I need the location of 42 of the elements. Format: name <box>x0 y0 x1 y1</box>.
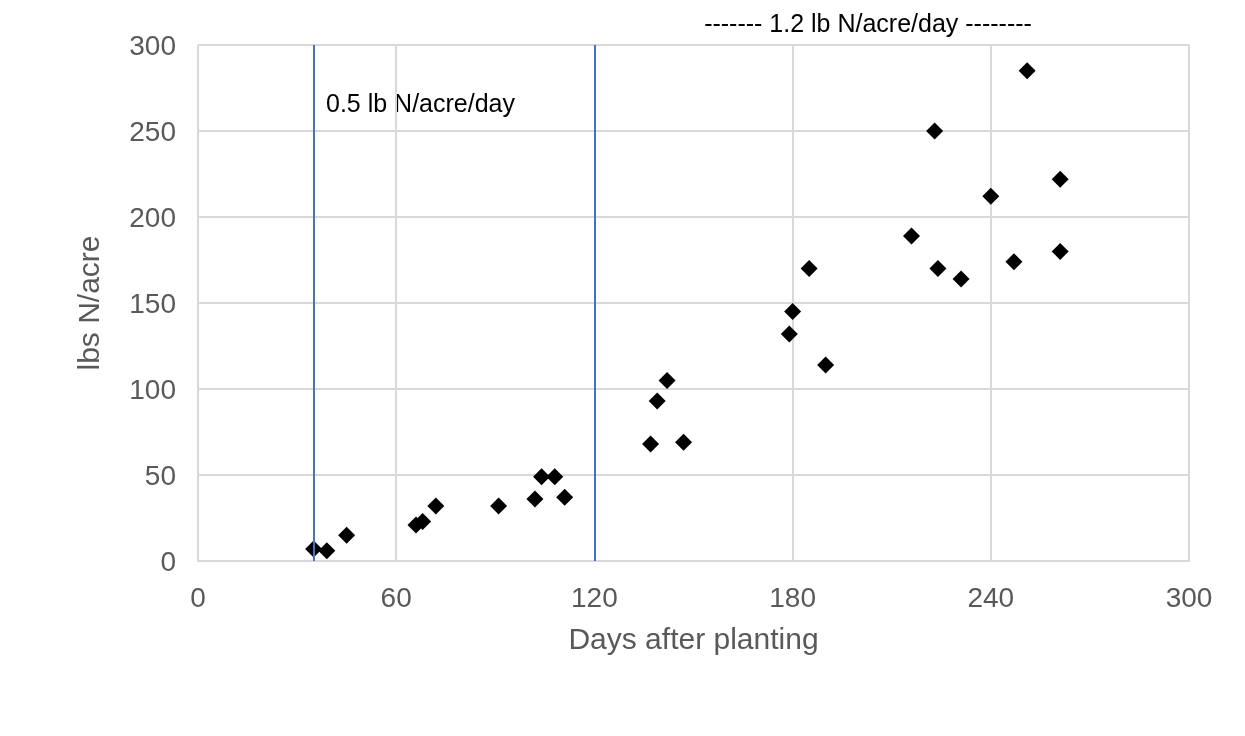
point <box>926 122 944 140</box>
point <box>546 468 564 486</box>
point <box>1051 242 1069 260</box>
point <box>1051 170 1069 188</box>
point <box>556 488 574 506</box>
point <box>658 371 676 389</box>
y-tick-label: 200 <box>129 201 176 233</box>
y-tick-label: 250 <box>129 115 176 147</box>
point <box>648 392 666 410</box>
x-axis-title: Days after planting <box>568 621 819 655</box>
point <box>642 435 660 453</box>
x-tick-label: 60 <box>380 581 412 613</box>
point <box>780 325 798 343</box>
y-tick-label: 150 <box>129 287 176 319</box>
point <box>526 490 544 508</box>
point <box>1018 62 1036 80</box>
point <box>490 497 508 515</box>
point <box>1005 253 1023 271</box>
x-tick-label: 240 <box>967 581 1015 613</box>
y-tick-label: 100 <box>129 373 176 405</box>
point <box>929 260 947 278</box>
x-tick-label: 180 <box>769 581 816 613</box>
point <box>318 542 336 560</box>
point <box>952 270 970 288</box>
y-tick-label: 300 <box>129 29 176 61</box>
y-tick-label: 0 <box>160 545 176 577</box>
x-tick-label: 0 <box>190 581 206 613</box>
point <box>427 497 445 515</box>
point <box>903 227 921 245</box>
x-tick-label: 120 <box>571 581 618 613</box>
point <box>982 187 1000 205</box>
point <box>800 260 818 278</box>
y-axis-title: lbs N/acre <box>71 235 105 371</box>
point <box>784 303 802 321</box>
annotation: 0.5 lb N/acre/day <box>326 88 516 117</box>
point <box>675 433 693 451</box>
y-tick-label: 50 <box>144 459 176 491</box>
text: ------- 1.2 lb N/acre/day -------- <box>704 8 1032 37</box>
point <box>533 468 551 486</box>
point <box>817 356 835 374</box>
x-tick-label: 300 <box>1165 581 1213 613</box>
point <box>338 526 356 544</box>
